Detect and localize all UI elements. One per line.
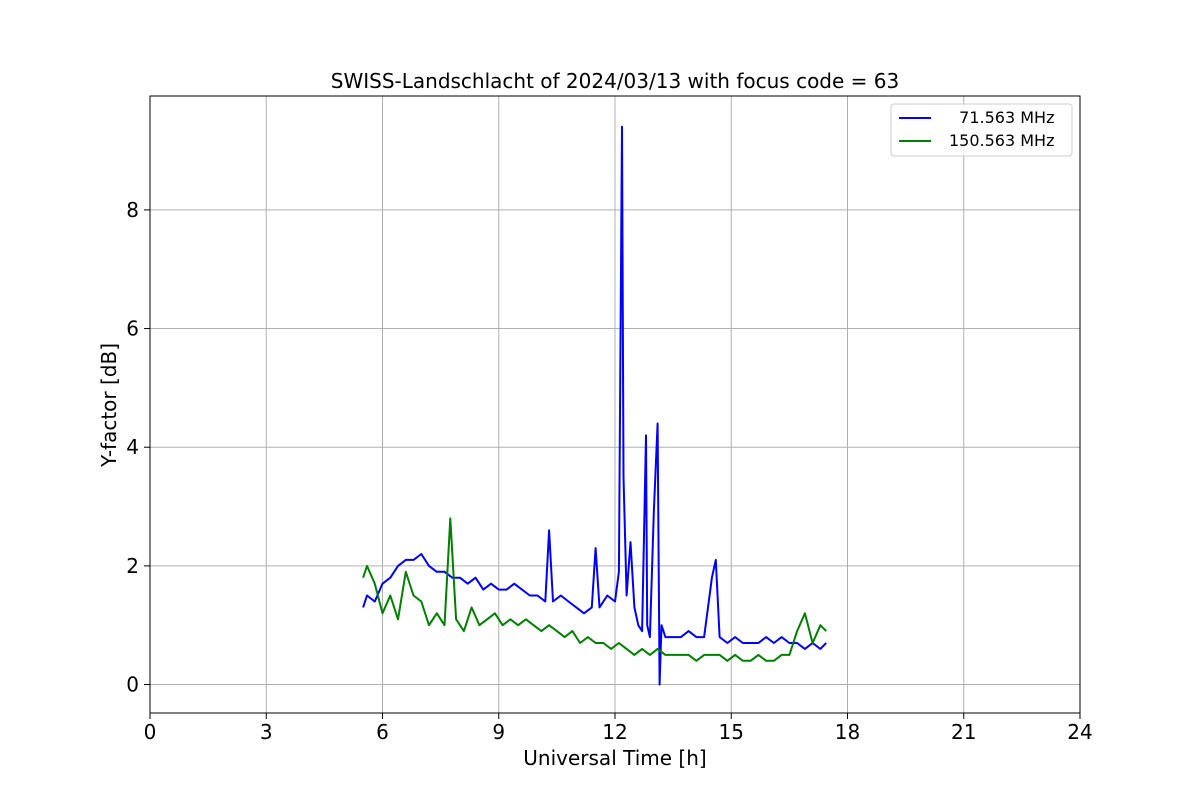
x-tick-label: 3 (260, 720, 273, 744)
legend-box (890, 103, 1073, 157)
y-tick-label: 6 (126, 317, 139, 341)
legend-label: 71.563 MHz (949, 108, 1054, 127)
x-tick-label: 18 (835, 720, 860, 744)
x-axis-label: Universal Time [h] (523, 746, 706, 770)
chart-title: SWISS-Landschlacht of 2024/03/13 with fo… (331, 69, 899, 93)
series-line-1 (362, 125, 827, 686)
y-axis-label: Y-factor [dB] (97, 343, 121, 468)
legend: 71.563 MHz 150.563 MHz (890, 103, 1073, 157)
y-tick-label: 0 (126, 673, 139, 697)
series-line-2 (362, 517, 827, 662)
x-tick-label: 24 (1067, 720, 1092, 744)
x-tick-label: 12 (602, 720, 627, 744)
grid-lines (149, 96, 1081, 713)
y-tick-label: 8 (126, 198, 139, 222)
legend-label: 150.563 MHz (949, 131, 1054, 150)
y-tick-label: 4 (126, 435, 139, 459)
y-tick-label: 2 (126, 554, 139, 578)
x-tick-label: 21 (951, 720, 976, 744)
x-tick-label: 0 (144, 720, 157, 744)
x-tick-label: 6 (376, 720, 389, 744)
x-tick-label: 15 (719, 720, 744, 744)
x-tick-label: 9 (492, 720, 505, 744)
